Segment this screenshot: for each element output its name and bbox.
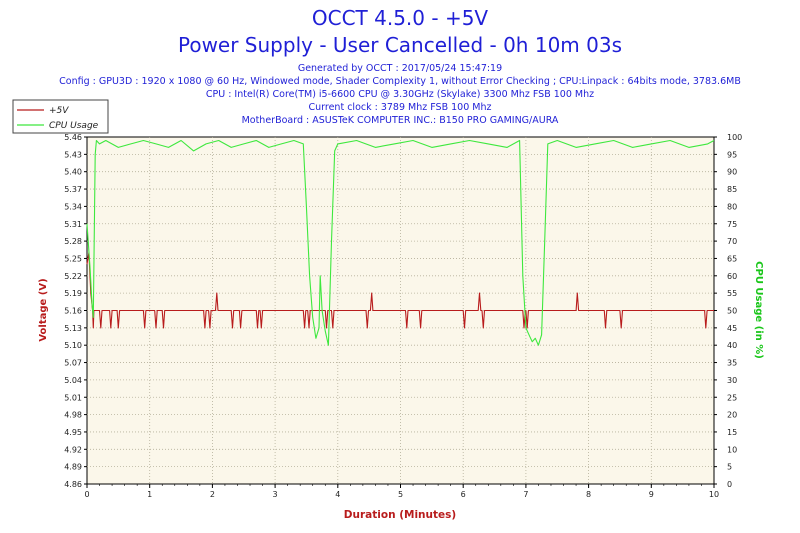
info-line-cpu: CPU : Intel(R) Core(TM) i5-6600 CPU @ 3.… [206, 89, 594, 100]
left-tick-label: 4.95 [64, 428, 82, 437]
right-tick-label: 85 [727, 185, 737, 194]
right-tick-label: 5 [727, 463, 732, 472]
left-tick-label: 5.01 [64, 393, 82, 402]
bottom-tick-label: 0 [84, 490, 89, 499]
left-tick-label: 5.43 [64, 150, 82, 159]
left-tick-label: 5.25 [64, 254, 82, 263]
info-line-clock: Current clock : 3789 Mhz FSB 100 Mhz [309, 102, 492, 113]
legend-label-cpu: CPU Usage [49, 121, 99, 131]
bottom-tick-label: 6 [461, 490, 466, 499]
left-tick-label: 5.10 [64, 341, 82, 350]
bottom-tick-label: 4 [335, 490, 340, 499]
bottom-tick-label: 10 [709, 490, 719, 499]
left-tick-label: 5.31 [64, 220, 82, 229]
left-tick-label: 5.19 [64, 289, 82, 298]
left-tick-label: 5.34 [64, 202, 82, 211]
right-tick-label: 40 [727, 341, 737, 350]
right-tick-label: 95 [727, 150, 737, 159]
right-tick-label: 30 [727, 376, 737, 385]
left-tick-label: 4.98 [64, 411, 82, 420]
info-line-motherboard: MotherBoard : ASUSTeK COMPUTER INC.: B15… [242, 115, 559, 126]
left-tick-label: 4.89 [64, 463, 82, 472]
left-tick-label: 5.13 [64, 324, 82, 333]
left-tick-label: 5.37 [64, 185, 82, 194]
series-layer [86, 139, 715, 346]
right-tick-label: 60 [727, 272, 737, 281]
y-axis-label: Voltage (V) [38, 278, 49, 341]
left-tick-label: 5.40 [64, 168, 82, 177]
right-tick-label: 50 [727, 307, 737, 316]
bottom-tick-label: 9 [649, 490, 654, 499]
bottom-tick-label: 2 [210, 490, 215, 499]
series-line-cpu [86, 139, 715, 346]
left-tick-label: 5.04 [64, 376, 82, 385]
bottom-tick-label: 1 [147, 490, 152, 499]
right-tick-label: 45 [727, 324, 737, 333]
right-tick-label: 55 [727, 289, 737, 298]
left-tick-label: 5.46 [64, 133, 82, 142]
right-tick-label: 35 [727, 359, 737, 368]
left-axis-ticks: 4.86 4.89 4.92 4.95 4.98 5.01 5.04 5.07 5.10 5.13… [64, 133, 87, 489]
legend: +5V CPU Usage [12, 99, 109, 134]
chart-subtitle: Power Supply - User Cancelled - 0h 10m 0… [178, 33, 622, 57]
bottom-tick-label: 7 [523, 490, 528, 499]
right-tick-label: 70 [727, 237, 737, 246]
right-tick-label: 15 [727, 428, 737, 437]
bottom-tick-label: 8 [586, 490, 591, 499]
bottom-axis-ticks: 0 1 2 3 4 5 6 7 8 9 10 [84, 484, 719, 499]
chart-title: OCCT 4.5.0 - +5V [312, 6, 489, 30]
right-tick-label: 65 [727, 254, 737, 263]
left-tick-label: 5.22 [64, 272, 82, 281]
left-tick-label: 5.07 [64, 359, 82, 368]
left-tick-label: 4.86 [64, 480, 82, 489]
left-tick-label: 4.92 [64, 445, 82, 454]
x-axis-label: Duration (Minutes) [344, 509, 456, 521]
right-tick-label: 90 [727, 168, 737, 177]
grid [87, 137, 714, 484]
legend-box [12, 99, 109, 134]
legend-label-voltage: +5V [49, 106, 69, 116]
info-line-generated: Generated by OCCT : 2017/05/24 15:47:19 [298, 63, 502, 74]
bottom-tick-label: 5 [398, 490, 403, 499]
right-axis-ticks: 0 5 10 15 20 25 30 35 40 45 50 55 60 65 70 75 80 85 90 95 10… [714, 133, 742, 489]
right-tick-label: 100 [727, 133, 742, 142]
y2-axis-label: CPU Usage (in %) [753, 261, 764, 359]
info-line-config: Config : GPU3D : 1920 x 1080 @ 60 Hz, Wi… [59, 76, 741, 87]
left-tick-label: 5.16 [64, 307, 82, 316]
left-tick-label: 5.28 [64, 237, 82, 246]
right-tick-label: 25 [727, 393, 737, 402]
bottom-tick-label: 3 [273, 490, 278, 499]
right-tick-label: 20 [727, 411, 737, 420]
right-tick-label: 80 [727, 202, 737, 211]
right-tick-label: 0 [727, 480, 732, 489]
right-tick-label: 75 [727, 220, 737, 229]
right-tick-label: 10 [727, 445, 737, 454]
